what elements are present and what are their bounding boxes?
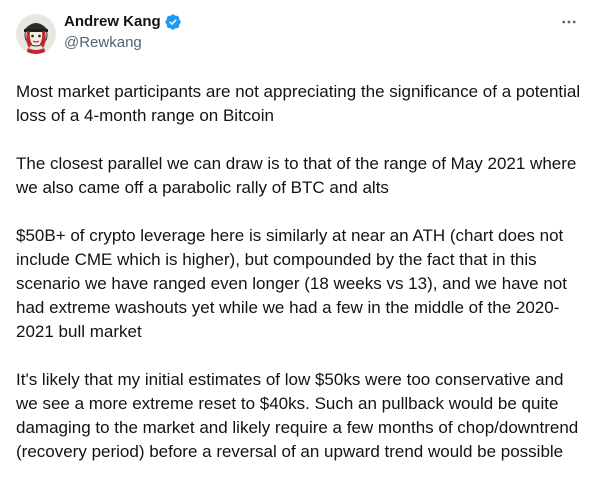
tweet-header: Andrew Kang @Rewkang bbox=[16, 12, 581, 56]
author-block: Andrew Kang @Rewkang bbox=[64, 12, 182, 53]
avatar[interactable] bbox=[16, 14, 56, 54]
tweet-paragraph: Most market participants are not appreci… bbox=[16, 82, 581, 125]
tweet-text: Most market participants are not appreci… bbox=[16, 80, 581, 464]
avatar-illustration bbox=[16, 14, 56, 54]
display-name[interactable]: Andrew Kang bbox=[64, 13, 161, 30]
tweet-paragraph: It's likely that my initial estimates of… bbox=[16, 370, 579, 461]
name-row: Andrew Kang bbox=[64, 12, 182, 32]
tweet-paragraph: $50B+ of crypto leverage here is similar… bbox=[16, 226, 567, 341]
verified-badge-icon[interactable] bbox=[164, 13, 182, 31]
tweet-paragraph: The closest parallel we can draw is to t… bbox=[16, 154, 577, 197]
more-horizontal-icon[interactable] bbox=[557, 10, 581, 34]
user-handle[interactable]: @Rewkang bbox=[64, 34, 142, 51]
